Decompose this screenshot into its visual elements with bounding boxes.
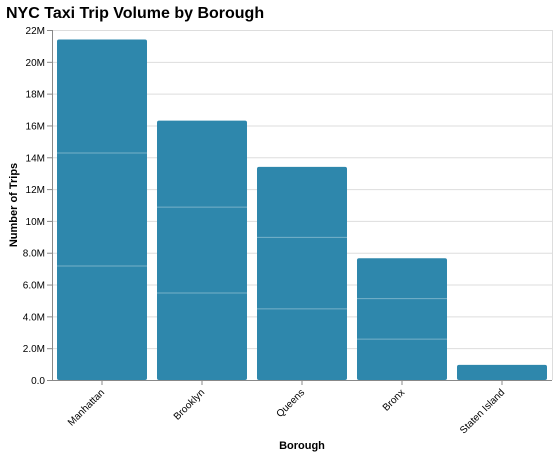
y-tick-label: 22M	[26, 26, 45, 37]
y-tick-label: 6.0M	[23, 281, 45, 292]
bar-manhattan	[57, 39, 147, 380]
y-tick-label: 10M	[26, 217, 45, 228]
x-axis-title: Borough	[279, 440, 325, 452]
y-tick-label: 4.0M	[23, 312, 45, 323]
y-tick-label: 8.0M	[23, 249, 45, 260]
x-tick-label: Manhattan	[66, 387, 107, 428]
x-tick-label: Staten Island	[458, 387, 507, 436]
bars	[57, 39, 547, 380]
bar-brooklyn	[157, 120, 247, 380]
y-tick-label: 2.0M	[23, 344, 45, 355]
y-axis-title: Number of Trips	[8, 163, 20, 247]
x-tick-label: Queens	[275, 387, 308, 420]
y-tick-label: 18M	[26, 90, 45, 101]
bar-bronx	[357, 258, 447, 380]
x-tick-label: Bronx	[381, 387, 407, 413]
x-tick-label: Brooklyn	[172, 387, 207, 422]
y-tick-label: 14M	[26, 153, 45, 164]
y-tick-label: 12M	[26, 185, 45, 196]
chart-title: NYC Taxi Trip Volume by Borough	[6, 5, 264, 22]
bar-staten-island	[457, 364, 547, 380]
bar-queens	[257, 166, 347, 380]
y-tick-label: 16M	[26, 121, 45, 132]
y-tick-label: 0.0	[31, 376, 45, 387]
y-tick-label: 20M	[26, 58, 45, 69]
